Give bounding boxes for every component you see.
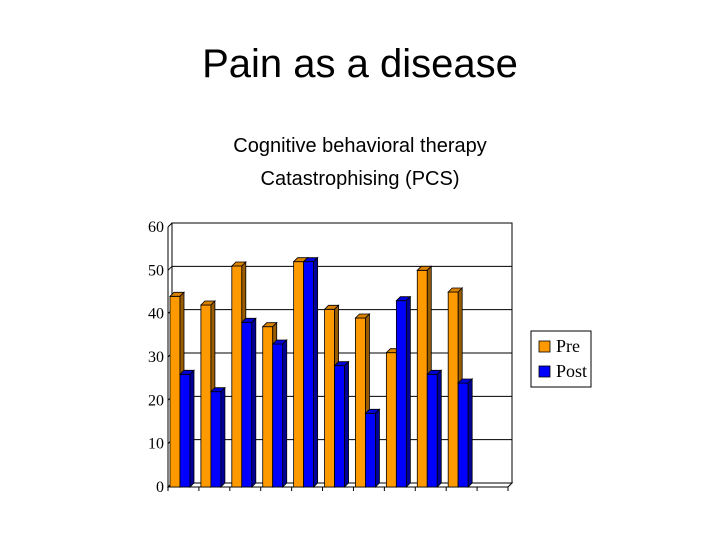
bar-front [303, 261, 315, 488]
bar-post-8 [395, 295, 412, 488]
bar-post-4 [271, 339, 288, 488]
bar-side [405, 295, 411, 488]
chart-subtitle-line2: Catastrophising (PCS) [260, 168, 460, 190]
y-tick-label: 30 [148, 349, 164, 366]
bar-front [426, 373, 438, 488]
bar-side [189, 369, 195, 488]
bar-front [272, 343, 284, 488]
y-tick-label: 60 [148, 219, 164, 236]
bar-front [262, 326, 274, 488]
legend-label-pre: Pre [556, 336, 580, 356]
bar-front [179, 373, 191, 488]
bar-front [355, 317, 366, 488]
bar-post-6 [333, 360, 350, 488]
bar-front [385, 352, 397, 488]
bar-side [313, 256, 319, 488]
bar-post-7 [364, 408, 381, 488]
bar-side [375, 408, 380, 488]
bar-front [334, 365, 345, 488]
bar-front [416, 269, 428, 488]
y-tick-label: 20 [148, 392, 164, 409]
bar-post-10 [457, 378, 474, 488]
bar-front [447, 291, 459, 488]
bar-front [324, 308, 335, 488]
chart-subtitle-line1: Cognitive behavioral therapy [233, 135, 487, 157]
bar-front [395, 300, 407, 488]
y-tick-label: 10 [148, 436, 164, 453]
bar-front [365, 412, 376, 488]
bar-front [457, 382, 469, 488]
gridline [167, 222, 512, 228]
y-tick-label: 0 [156, 479, 164, 496]
bar-side [282, 339, 288, 488]
bar-side [251, 317, 257, 488]
bar-post-2 [209, 386, 226, 488]
bar-post-3 [240, 317, 257, 488]
legend-label-post: Post [556, 361, 587, 381]
bar-front [210, 391, 222, 488]
bar-front [241, 321, 253, 488]
legend-box [530, 330, 592, 388]
bar-side [220, 386, 226, 488]
bar-front [231, 265, 243, 488]
legend-swatch-pre [538, 340, 551, 353]
bar-post-1 [179, 369, 195, 488]
gridline [167, 265, 512, 271]
bar-side [436, 369, 442, 488]
bar-side [467, 378, 473, 488]
bar-front [293, 261, 305, 488]
y-tick-label: 40 [148, 306, 164, 323]
y-tick-label: 50 [148, 262, 164, 279]
bar-side [344, 360, 349, 488]
slide-title: Pain as a disease [202, 42, 518, 86]
bar-front [200, 304, 212, 488]
bar-post-9 [426, 369, 443, 488]
bar-front [169, 295, 181, 488]
legend-swatch-post [538, 365, 551, 378]
bar-post-5 [302, 256, 319, 488]
